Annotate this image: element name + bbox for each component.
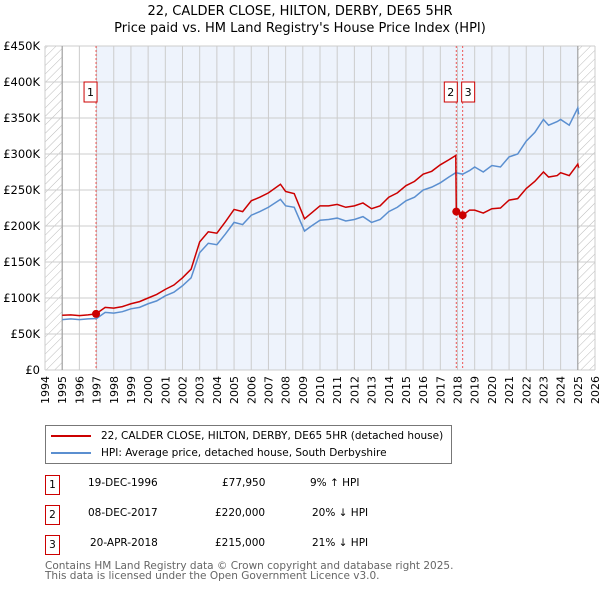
x-tick-label: 2022	[520, 376, 533, 404]
footer-copyright: Contains HM Land Registry data © Crown c…	[45, 560, 454, 572]
legend-label-hpi: HPI: Average price, detached house, Sout…	[101, 447, 387, 459]
x-tick-label: 2015	[400, 376, 413, 404]
x-tick-label: 2016	[417, 376, 430, 404]
x-tick-label: 2020	[486, 376, 499, 404]
sale-date: 08-DEC-2017	[88, 507, 158, 519]
legend-swatch-property	[51, 435, 91, 437]
sale-label-text: 2	[447, 86, 454, 99]
x-tick-label: 2007	[262, 376, 275, 404]
sale-point	[452, 207, 461, 216]
legend-swatch-hpi	[51, 452, 91, 454]
sale-label-text: 3	[465, 86, 472, 99]
x-tick-label: 2004	[211, 376, 224, 404]
x-tick-label: 2005	[228, 376, 241, 404]
hpi-line	[62, 105, 580, 321]
x-tick-label: 2001	[159, 376, 172, 404]
sale-label-box	[443, 81, 458, 103]
chart-subtitle: Price paid vs. HM Land Registry's House …	[114, 21, 486, 36]
hatched-region-start	[45, 46, 63, 370]
x-tick-label: 2017	[434, 376, 447, 404]
sale-marker-badge: 3	[45, 535, 60, 555]
x-tick-label: 2024	[555, 376, 568, 404]
sale-hpi: 20% ↓ HPI	[312, 507, 369, 519]
y-tick-label: £50K	[11, 327, 41, 341]
x-tick-label: 2021	[503, 376, 516, 404]
y-tick-label: £100K	[3, 291, 40, 305]
x-tick-label: 1996	[73, 376, 86, 404]
x-tick-label: 1995	[56, 376, 69, 404]
sale-marker-badge: 1	[45, 475, 60, 495]
sale-hpi: 21% ↓ HPI	[312, 537, 369, 549]
sale-hpi: 9% ↑ HPI	[310, 477, 360, 489]
x-tick-label: 2019	[469, 376, 482, 404]
x-tick-label: 2003	[194, 376, 207, 404]
sale-price: £220,000	[215, 507, 266, 519]
y-tick-label: £450K	[3, 39, 40, 53]
x-tick-label: 2014	[383, 376, 396, 404]
sale-price: £215,000	[215, 537, 266, 549]
sale-label-box	[83, 81, 98, 103]
sale-point	[458, 211, 467, 220]
y-tick-label: £400K	[3, 75, 40, 89]
legend-label-property: 22, CALDER CLOSE, HILTON, DERBY, DE65 5H…	[101, 430, 444, 442]
y-tick-label: £300K	[3, 147, 40, 161]
x-tick-label: 2013	[366, 376, 379, 404]
x-tick-label: 2018	[452, 376, 465, 404]
sale-label-box	[461, 81, 476, 103]
y-tick-label: £150K	[3, 255, 40, 269]
x-tick-label: 2011	[331, 376, 344, 404]
x-tick-label: 2025	[572, 376, 585, 404]
footer-licence: This data is licensed under the Open Gov…	[45, 570, 380, 582]
x-tick-label: 1997	[91, 376, 104, 404]
x-tick-label: 2008	[280, 376, 293, 404]
x-tick-label: 1994	[39, 376, 52, 404]
legend: 22, CALDER CLOSE, HILTON, DERBY, DE65 5H…	[45, 425, 452, 464]
sale-date: 20-APR-2018	[90, 537, 158, 549]
y-tick-label: £350K	[3, 111, 40, 125]
x-tick-label: 2010	[314, 376, 327, 404]
sale-date: 19-DEC-1996	[88, 477, 158, 489]
x-tick-label: 2002	[177, 376, 190, 404]
plot-area: 1994 1995 1996 1997 1998 1999 2000 2001 2002 2003…	[3, 39, 600, 404]
y-tick-label: £200K	[3, 219, 40, 233]
x-tick-label: 2023	[537, 376, 550, 404]
sale-label-text: 1	[87, 86, 94, 99]
y-tick-label: £0	[25, 363, 40, 377]
x-tick-label: 2012	[348, 376, 361, 404]
x-tick-label: 1998	[108, 376, 121, 404]
property-price-line	[62, 154, 580, 317]
x-tick-label: 1999	[125, 376, 138, 404]
hatched-region-end	[577, 46, 595, 370]
chart-title: 22, CALDER CLOSE, HILTON, DERBY, DE65 5H…	[147, 4, 453, 19]
sale-point	[92, 309, 101, 318]
sale-marker-badge: 2	[45, 505, 60, 525]
footer: Contains HM Land Registry data © Crown c…	[45, 560, 454, 582]
y-tick-label: £250K	[3, 183, 40, 197]
x-tick-label: 2009	[297, 376, 310, 404]
x-tick-label: 2000	[142, 376, 155, 404]
x-tick-label: 2006	[245, 376, 258, 404]
sale-price: £77,950	[222, 477, 266, 489]
x-tick-label: 2026	[589, 376, 600, 404]
